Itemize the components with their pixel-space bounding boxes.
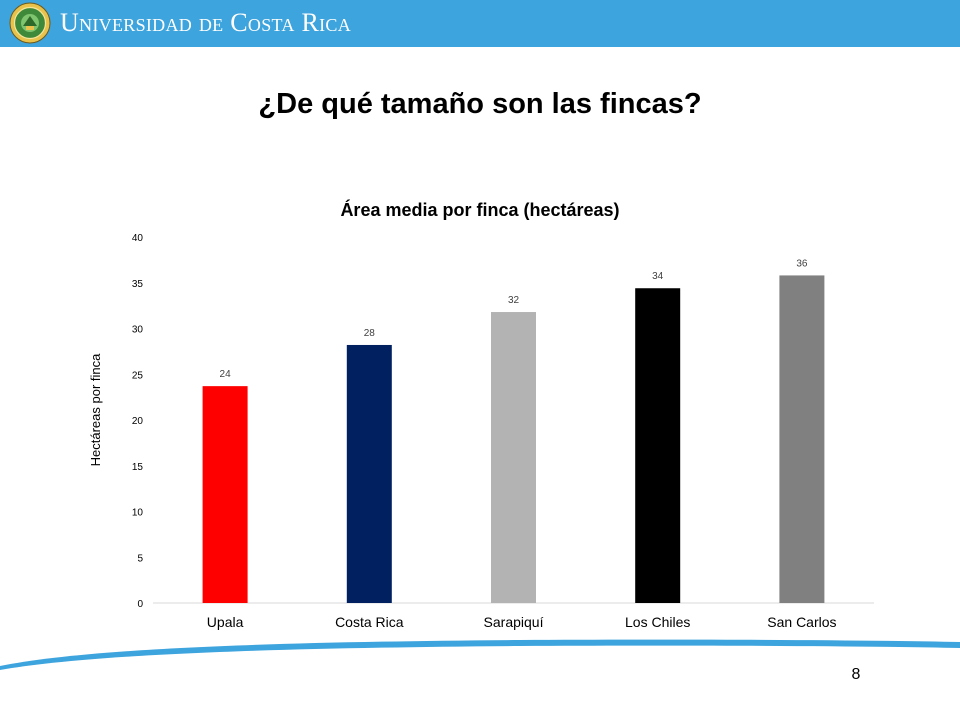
x-tick-label: San Carlos xyxy=(767,614,836,630)
x-tick-label: Los Chiles xyxy=(625,614,690,630)
footer-wave xyxy=(0,639,960,720)
bar xyxy=(779,275,825,603)
y-tick-label: 15 xyxy=(132,462,144,473)
bar xyxy=(491,312,536,603)
data-label: 28 xyxy=(364,328,376,339)
data-label: 34 xyxy=(652,271,664,282)
x-tick-label: Sarapiquí xyxy=(484,614,544,630)
chart-title: Área media por finca (hectáreas) xyxy=(340,199,619,220)
y-tick-label: 35 xyxy=(132,279,144,290)
bar xyxy=(202,386,248,603)
slide-title: ¿De qué tamaño son las fincas? xyxy=(258,88,702,120)
y-tick-label: 20 xyxy=(132,416,144,427)
university-name: Universidad de Costa Rica xyxy=(60,8,352,37)
header-bar xyxy=(0,0,960,47)
data-label: 36 xyxy=(796,258,808,269)
bar xyxy=(346,344,392,603)
y-tick-label: 10 xyxy=(132,508,144,519)
x-tick-label: Costa Rica xyxy=(335,614,404,630)
y-tick-label: 30 xyxy=(132,325,144,336)
bar xyxy=(635,288,681,603)
page-number: 8 xyxy=(851,666,861,683)
x-tick-label: Upala xyxy=(207,614,244,630)
y-tick-label: 5 xyxy=(137,553,143,564)
data-label: 32 xyxy=(508,295,520,306)
university-seal-icon xyxy=(9,2,51,44)
y-tick-label: 0 xyxy=(137,599,143,610)
y-tick-label: 40 xyxy=(132,233,144,244)
y-axis-label: Hectáreas por finca xyxy=(88,353,103,466)
y-tick-label: 25 xyxy=(132,370,144,381)
data-label: 24 xyxy=(220,369,232,380)
